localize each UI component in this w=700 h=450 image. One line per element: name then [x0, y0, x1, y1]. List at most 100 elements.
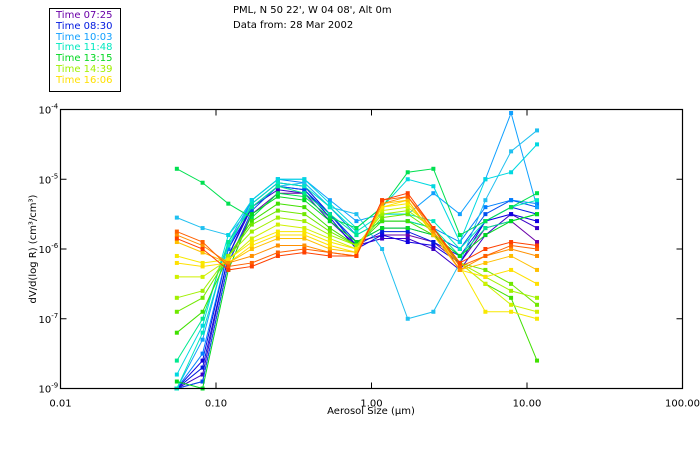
data-point [174, 215, 179, 220]
data-point [226, 247, 231, 251]
data-point [405, 201, 410, 206]
data-point [226, 253, 231, 258]
data-point [174, 166, 179, 171]
y-axis-label: dV/d(log R) (cm³/cm³) [28, 194, 39, 303]
data-point [431, 226, 436, 231]
data-point [327, 215, 332, 220]
data-point [483, 177, 488, 182]
data-point [327, 243, 332, 248]
data-point [200, 358, 205, 363]
data-point [249, 212, 254, 217]
data-point [226, 240, 231, 245]
data-point [275, 222, 280, 227]
data-point [354, 240, 359, 245]
data-point [509, 295, 514, 300]
data-point [327, 233, 332, 238]
data-point [249, 264, 254, 269]
data-point [457, 260, 462, 265]
data-point [483, 247, 488, 251]
data-point [327, 229, 332, 234]
data-point [380, 208, 385, 213]
data-point [431, 166, 436, 171]
data-point [483, 205, 488, 210]
data-point [354, 243, 359, 248]
data-point [174, 295, 179, 300]
series-line [176, 178, 538, 389]
data-point [405, 212, 410, 217]
data-point [249, 215, 254, 220]
data-point [200, 240, 205, 245]
data-point [380, 233, 385, 238]
data-point [431, 309, 436, 314]
data-point [327, 247, 332, 251]
data-point [275, 233, 280, 238]
data-point [535, 267, 540, 272]
data-point [249, 253, 254, 258]
data-point [200, 250, 205, 255]
data-point [483, 219, 488, 224]
data-point [509, 253, 514, 258]
data-point [457, 253, 462, 258]
x-tick-label: 0.10 [205, 399, 227, 410]
data-point [200, 365, 205, 370]
data-point [200, 288, 205, 293]
data-point [200, 309, 205, 314]
data-point [535, 219, 540, 224]
y-tick-label: 10-9 [39, 382, 59, 396]
data-point [275, 236, 280, 241]
data-point [380, 198, 385, 203]
data-point [302, 219, 307, 224]
data-point [509, 281, 514, 286]
data-point [405, 198, 410, 203]
data-point [275, 184, 280, 189]
data-point [302, 233, 307, 238]
data-point [431, 243, 436, 248]
y-tick-label: 10-5 [39, 172, 59, 186]
data-point [380, 215, 385, 220]
data-point [405, 205, 410, 210]
data-point [431, 219, 436, 224]
x-tick-label: 10.00 [513, 399, 542, 410]
data-point [275, 250, 280, 255]
data-point [354, 226, 359, 231]
data-point [302, 194, 307, 199]
y-tick-label: 10-7 [39, 312, 59, 326]
data-point [302, 180, 307, 185]
data-point [302, 198, 307, 203]
data-point [275, 229, 280, 234]
data-point [535, 205, 540, 210]
data-point [275, 201, 280, 206]
data-point [509, 149, 514, 154]
data-point [483, 233, 488, 238]
data-point [249, 260, 254, 265]
x-tick-label: 100.00 [665, 399, 700, 410]
data-point [483, 198, 488, 203]
data-point [327, 198, 332, 203]
data-point [535, 198, 540, 203]
data-point [354, 247, 359, 251]
data-point [327, 236, 332, 241]
data-point [509, 198, 514, 203]
data-point [249, 198, 254, 203]
data-point [509, 170, 514, 175]
data-point [457, 240, 462, 245]
data-point [174, 240, 179, 245]
y-tick-label: 10-6 [39, 242, 59, 256]
x-axis-label: Aerosol Size (μm) [327, 406, 415, 417]
data-point [509, 243, 514, 248]
data-point [302, 191, 307, 196]
data-point [200, 337, 205, 342]
data-point [535, 191, 540, 196]
data-point [174, 233, 179, 238]
data-point [431, 191, 436, 196]
data-point [431, 233, 436, 238]
data-point [535, 142, 540, 147]
data-point [200, 379, 205, 384]
data-point [302, 205, 307, 210]
data-point [302, 236, 307, 241]
data-point [457, 264, 462, 269]
data-point [200, 264, 205, 269]
data-point [200, 323, 205, 328]
data-point [200, 351, 205, 356]
legend-item: Time 11:48 [56, 42, 113, 54]
